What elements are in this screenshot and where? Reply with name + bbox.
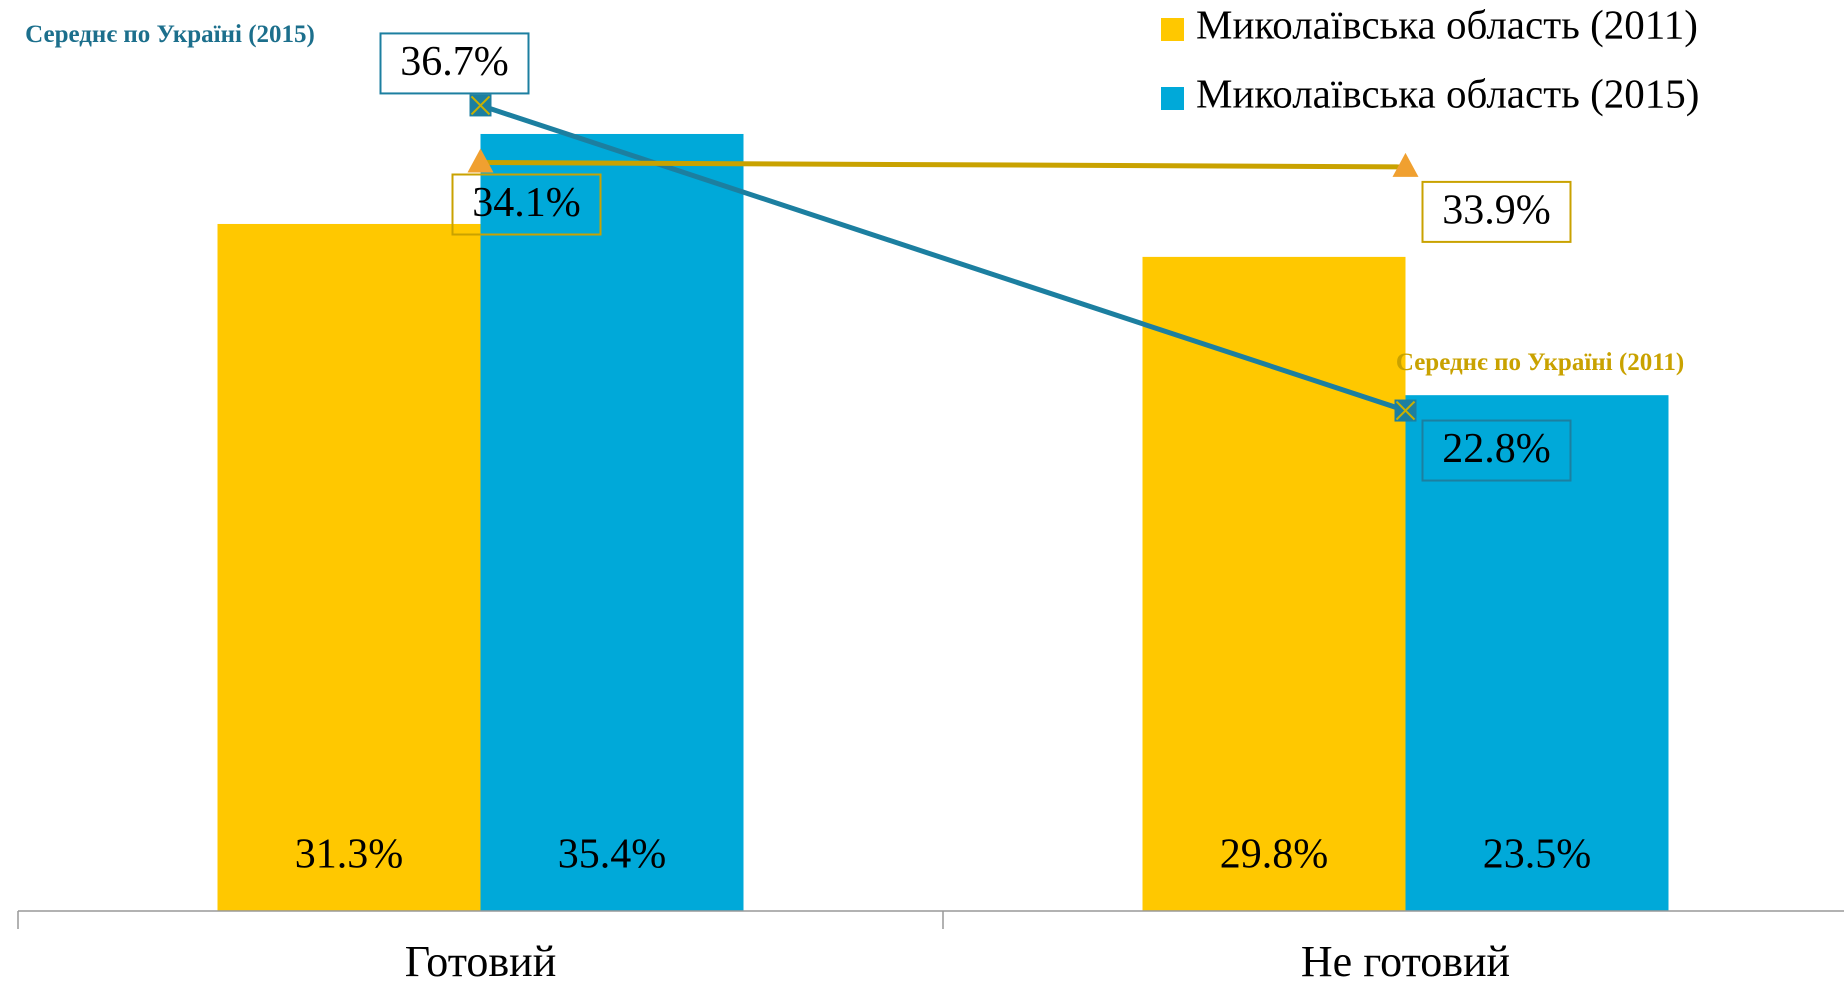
line-marker xyxy=(1392,152,1419,177)
bar-value-label: 29.8% xyxy=(1220,832,1329,878)
value-label-box xyxy=(1421,180,1572,243)
line-marker-cross xyxy=(1395,400,1416,421)
line-marker-cross xyxy=(470,95,491,116)
line-marker xyxy=(467,148,494,173)
line-value-label: 22.8% xyxy=(1442,426,1551,472)
line xyxy=(479,103,1407,413)
value-label-box xyxy=(1421,419,1572,482)
x-tick-label: Готовий xyxy=(405,937,557,986)
line-value-label: 36.7% xyxy=(400,39,509,85)
line-value-label: 33.9% xyxy=(1442,188,1551,234)
line-series-label: Середнє по Україні (2011) xyxy=(1395,349,1685,376)
bar-value-label: 35.4% xyxy=(558,832,667,878)
line-series-label: Середнє по Україні (2015) xyxy=(25,21,315,48)
value-label-box xyxy=(451,173,602,236)
value-label-box xyxy=(379,32,530,95)
legend-label: Миколаївська область (2015) xyxy=(1196,70,1699,116)
bar-value-label: 31.3% xyxy=(295,832,404,878)
bar-value-label: 23.5% xyxy=(1483,832,1592,878)
legend-label: Миколаївська область (2011) xyxy=(1196,1,1698,47)
x-tick-label: Не готовий xyxy=(1301,937,1510,986)
bar xyxy=(217,223,481,912)
line xyxy=(480,160,1406,170)
legend-swatch xyxy=(1161,18,1184,41)
bar xyxy=(480,133,744,912)
line-value-label: 34.1% xyxy=(472,180,581,226)
legend-swatch xyxy=(1161,87,1184,110)
